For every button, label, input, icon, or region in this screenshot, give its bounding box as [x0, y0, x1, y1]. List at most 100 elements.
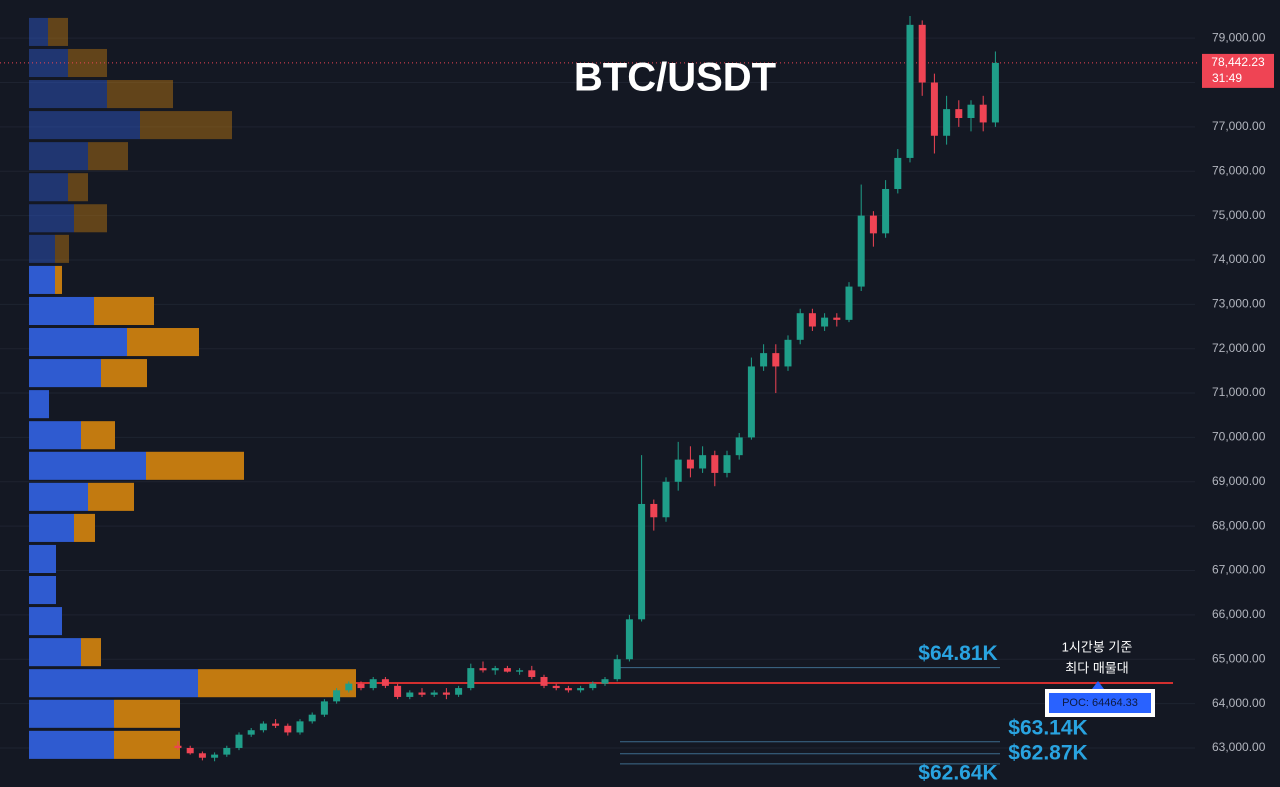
candle-body: [394, 685, 402, 697]
profile-sell: [88, 142, 128, 171]
poc-label: POC: 64464.33: [1062, 697, 1138, 709]
profile-sell: [74, 204, 107, 233]
candle-body: [735, 437, 743, 456]
profile-sell: [55, 265, 62, 294]
y-tick-label: 71,000.00: [1212, 385, 1266, 399]
profile-buy: [29, 204, 74, 233]
profile-sell: [55, 234, 69, 263]
candles: [174, 15, 999, 762]
candle-body: [589, 683, 597, 689]
profile-buy: [29, 669, 198, 698]
profile-sell: [114, 699, 180, 728]
level-label: $63.14K: [1008, 716, 1087, 739]
labels: 63,000.00 64,000.00 65,000.00 66,000.00 67,0…: [918, 30, 1274, 784]
candle-body: [442, 692, 450, 695]
volume-profile: [29, 17, 356, 759]
profile-buy: [29, 482, 88, 511]
profile-buy: [29, 421, 81, 450]
profile-buy: [29, 328, 127, 357]
candle-body: [821, 317, 829, 327]
profile-sell: [81, 638, 101, 667]
candle-body: [223, 747, 231, 755]
profile-sell: [88, 482, 134, 511]
candle-body: [577, 688, 585, 691]
candle-body: [808, 313, 816, 327]
profile-buy: [29, 17, 48, 46]
candle-body: [479, 668, 487, 671]
profile-buy: [29, 142, 88, 171]
profile-buy: [29, 607, 62, 636]
candle-body: [760, 353, 768, 367]
candle-body: [662, 481, 670, 518]
candle-body: [345, 683, 353, 691]
y-tick-label: 63,000.00: [1212, 740, 1266, 754]
profile-buy: [29, 359, 101, 388]
candle-body: [601, 679, 609, 684]
profile-sell: [48, 17, 68, 46]
last-price-box: [1202, 53, 1274, 88]
candle-body: [882, 188, 890, 234]
candle-body: [503, 668, 511, 672]
candle-body: [235, 734, 243, 748]
y-tick-label: 73,000.00: [1212, 297, 1266, 311]
candle-body: [284, 725, 292, 733]
profile-buy: [29, 234, 55, 263]
candle-body: [381, 679, 389, 686]
candle-body: [296, 721, 304, 733]
y-tick-label: 72,000.00: [1212, 341, 1266, 355]
profile-buy: [29, 265, 55, 294]
candle-body: [174, 745, 182, 748]
candle-body: [784, 339, 792, 367]
candle-body: [967, 104, 975, 119]
profile-sell: [140, 111, 232, 140]
candle-body: [674, 459, 682, 482]
y-tick-label: 69,000.00: [1212, 474, 1266, 488]
candle-body: [418, 692, 426, 695]
candle-body: [857, 215, 865, 287]
candle-body: [320, 701, 328, 715]
y-tick-label: 74,000.00: [1212, 252, 1266, 266]
profile-sell: [146, 451, 244, 480]
candle-body: [186, 747, 194, 754]
candle-body: [564, 688, 572, 691]
candle-body: [699, 455, 707, 469]
candle-body: [638, 503, 646, 620]
candle-body: [955, 109, 963, 119]
poc-box-inner: [1049, 692, 1151, 713]
y-tick-label: 77,000.00: [1212, 119, 1266, 133]
profile-sell: [107, 80, 173, 109]
level-label: $64.81K: [918, 642, 997, 665]
level-label: $62.87K: [1008, 741, 1087, 764]
candle-body: [455, 688, 463, 695]
candle-body: [650, 503, 658, 518]
candle-body: [467, 668, 475, 689]
profile-buy: [29, 296, 94, 326]
profile-sell: [101, 359, 147, 388]
y-tick-label: 64,000.00: [1212, 696, 1266, 710]
y-tick-label: 67,000.00: [1212, 563, 1266, 577]
candle-body: [211, 754, 219, 758]
profile-buy: [29, 730, 114, 759]
chart-title: BTC/USDT: [574, 56, 776, 100]
profile-sell: [127, 328, 199, 357]
countdown: 31:49: [1212, 71, 1242, 85]
poc-note: 최다 매물대: [1065, 660, 1128, 675]
levels: [0, 62, 1200, 765]
candle-body: [491, 668, 499, 671]
level-label: $62.64K: [918, 761, 997, 784]
candle-body: [272, 723, 280, 726]
candle-body: [198, 753, 206, 758]
candle-body: [686, 459, 694, 469]
profile-sell: [94, 296, 154, 326]
candle-body: [711, 455, 719, 473]
candle-body: [979, 104, 987, 123]
y-tick-label: 68,000.00: [1212, 518, 1266, 532]
y-tick-label: 70,000.00: [1212, 430, 1266, 444]
candle-body: [930, 82, 938, 136]
candle-body: [357, 683, 365, 689]
poc-pointer: [1092, 680, 1104, 689]
poc-note: 1시간봉 기준: [1062, 639, 1133, 654]
candle-body: [430, 692, 438, 695]
candle-body: [369, 679, 377, 689]
